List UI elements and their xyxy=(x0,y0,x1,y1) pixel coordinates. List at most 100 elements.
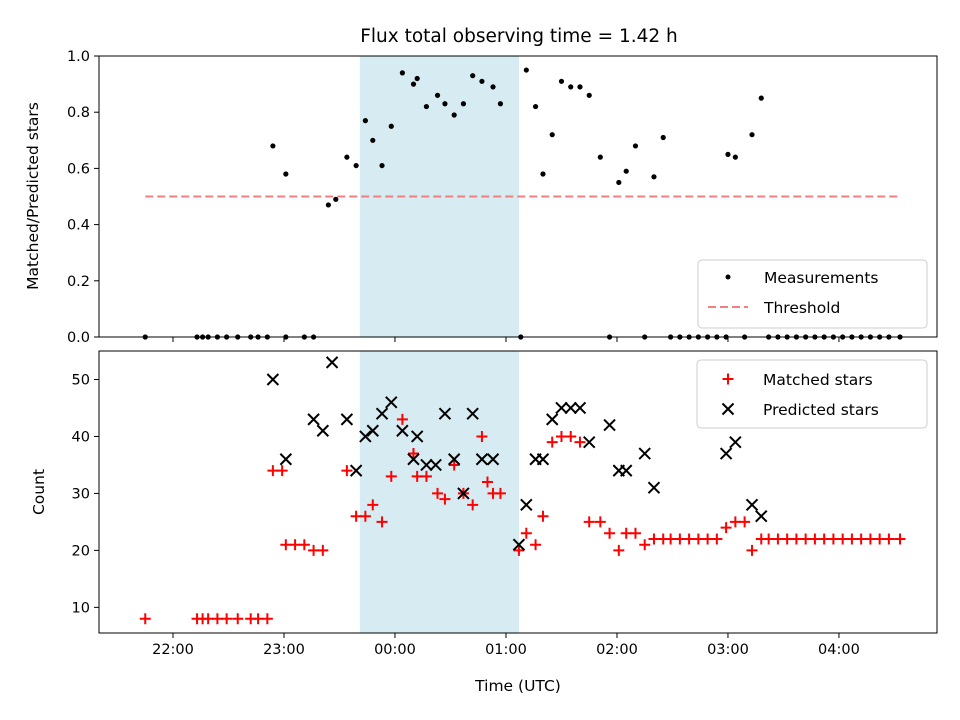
measurement-point xyxy=(410,81,417,87)
matched-point xyxy=(809,533,821,545)
predicted-point xyxy=(410,430,424,443)
matched-point xyxy=(763,533,775,545)
matched-point xyxy=(289,539,301,551)
predicted-point xyxy=(407,453,420,466)
bottom-shaded-interval xyxy=(359,351,519,633)
predicted-point xyxy=(375,407,389,420)
measurement-point xyxy=(616,179,622,186)
measurement-point xyxy=(344,154,350,160)
matched-point xyxy=(448,459,460,471)
measurement-point xyxy=(379,162,385,169)
top-plot-frame xyxy=(98,55,938,338)
bottom-y-axis-label: Count xyxy=(30,469,48,515)
matched-point xyxy=(864,533,876,545)
top-y-tick-label: 0.8 xyxy=(67,105,90,121)
predicted-point xyxy=(475,453,489,466)
predicted-point xyxy=(420,458,433,472)
predicted-point xyxy=(583,435,596,449)
x-tick-label: 04:00 xyxy=(818,642,860,658)
matched-point xyxy=(530,539,542,551)
matched-point xyxy=(800,533,812,545)
bottom-panel: 10 20 30 40 50 22:00 23:00 00:00 01:00 02:00 03:0… xyxy=(30,350,938,695)
matched-point xyxy=(439,493,451,505)
matched-point xyxy=(376,516,388,528)
predicted-points xyxy=(266,356,768,551)
predicted-point xyxy=(745,498,759,512)
matched-point xyxy=(396,413,408,425)
x-tick-label: 02:00 xyxy=(596,642,638,658)
predicted-point xyxy=(447,453,461,466)
matched-point xyxy=(359,510,371,522)
matched-point xyxy=(648,533,660,545)
matched-point xyxy=(139,613,151,625)
measurement-point xyxy=(414,75,420,82)
matched-point xyxy=(341,465,353,477)
measurement-point xyxy=(423,103,430,110)
matched-point xyxy=(874,533,886,545)
matched-point xyxy=(317,544,329,556)
x-tick-label: 03:00 xyxy=(707,642,749,658)
measurement-point xyxy=(370,137,376,143)
top-y-tick-label: 0.2 xyxy=(67,274,90,290)
measurement-point xyxy=(732,154,738,160)
measurement-point xyxy=(399,70,405,76)
predicted-point xyxy=(512,538,526,551)
matched-point xyxy=(565,430,577,442)
legend-predicted-symbol xyxy=(721,402,735,416)
predicted-point xyxy=(755,510,768,523)
top-y-tick-label: 0.0 xyxy=(67,330,90,346)
matched-point xyxy=(620,527,632,539)
matched-point xyxy=(772,533,784,545)
matched-point xyxy=(494,487,506,499)
matched-point xyxy=(420,470,432,482)
matched-point xyxy=(739,516,751,528)
bottom-legend-box xyxy=(696,359,928,429)
measurement-point xyxy=(586,92,592,98)
matched-point xyxy=(432,487,444,499)
matched-point xyxy=(367,499,379,511)
legend-matched-symbol xyxy=(722,373,734,385)
legend-matched-marker xyxy=(722,373,734,385)
matched-point xyxy=(746,544,758,556)
matched-point xyxy=(252,613,264,625)
predicted-point xyxy=(719,447,733,460)
matched-point xyxy=(520,527,532,539)
bottom-y-tick-label: 40 xyxy=(72,429,90,445)
predicted-point xyxy=(536,453,550,466)
predicted-point xyxy=(366,424,379,437)
predicted-point xyxy=(603,418,616,432)
matched-point xyxy=(790,533,802,545)
bottom-y-tick-label: 30 xyxy=(72,486,90,502)
bottom-x-ticks: 22:00 23:00 00:00 01:00 02:00 03:00 04:00 xyxy=(152,633,860,658)
top-legend-box xyxy=(697,259,928,329)
matched-point xyxy=(211,613,223,625)
matched-point xyxy=(729,516,741,528)
predicted-point xyxy=(438,407,452,420)
measurement-point xyxy=(325,202,331,208)
measurement-point xyxy=(758,95,764,101)
top-y-ticks: 0.0 0.2 0.4 0.6 0.8 1.0 xyxy=(67,49,99,346)
measurement-point xyxy=(725,151,731,157)
measurement-point xyxy=(597,154,603,160)
predicted-point xyxy=(546,413,559,426)
matched-point xyxy=(407,448,419,460)
matched-point xyxy=(385,470,397,482)
measurement-point xyxy=(549,132,555,138)
x-axis-label: Time (UTC) xyxy=(474,677,561,695)
matched-point xyxy=(818,533,830,545)
bottom-y-tick-label: 20 xyxy=(72,543,90,559)
measurement-point xyxy=(497,101,504,107)
measurement-point xyxy=(479,78,485,84)
matched-point xyxy=(855,533,867,545)
predicted-point xyxy=(385,396,398,409)
predicted-point xyxy=(429,458,442,472)
matched-point xyxy=(298,539,310,551)
bottom-y-ticks: 10 20 30 40 50 xyxy=(72,372,99,616)
predicted-point xyxy=(266,373,280,386)
predicted-point xyxy=(466,407,479,420)
matched-point xyxy=(639,539,651,551)
predicted-point xyxy=(359,430,372,443)
matched-point xyxy=(720,522,732,534)
predicted-point xyxy=(349,464,363,477)
